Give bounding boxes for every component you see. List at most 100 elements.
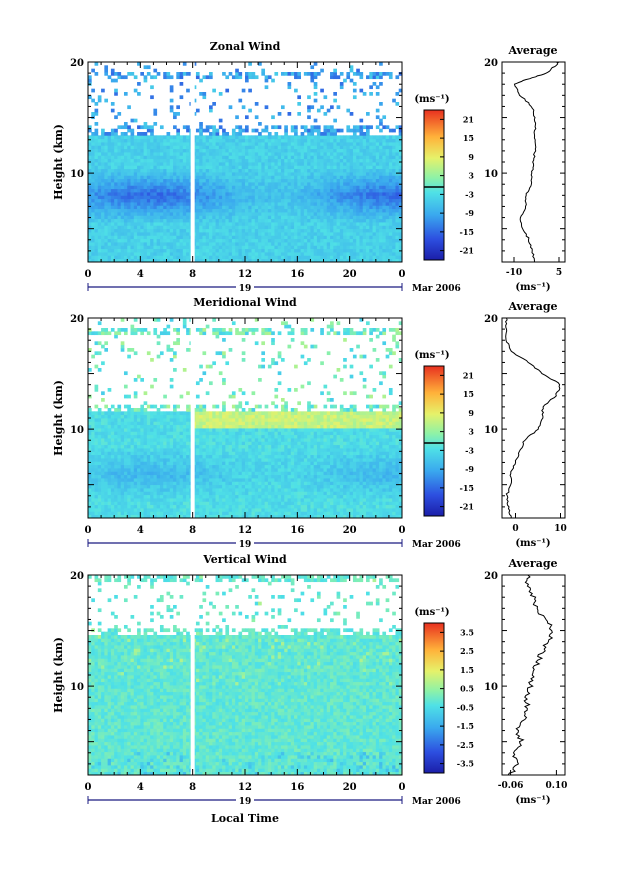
heatmap-cell: [114, 169, 118, 173]
heatmap-cell: [88, 135, 92, 139]
heatmap-cell: [163, 242, 167, 246]
heatmap-cell: [291, 252, 295, 256]
heatmap-cell: [288, 508, 292, 512]
heatmap-cell: [330, 199, 334, 203]
heatmap-cell: [176, 252, 180, 256]
heatmap-cell: [392, 255, 396, 259]
heatmap-cell: [353, 165, 357, 169]
heatmap-cell: [134, 209, 138, 213]
heatmap-cell: [258, 182, 262, 186]
heatmap-cell: [281, 491, 285, 495]
heatmap-cell: [111, 498, 115, 502]
heatmap-cell: [284, 159, 288, 163]
heatmap-cell: [153, 239, 157, 243]
heatmap-cell: [137, 202, 141, 206]
heatmap-cell: [330, 159, 334, 163]
heatmap-cell: [121, 249, 125, 253]
heatmap-cell: [242, 232, 246, 236]
heatmap-cell: [255, 205, 259, 209]
heatmap-cell: [392, 172, 396, 176]
heatmap-cell: [294, 189, 298, 193]
heatmap-cell: [222, 209, 226, 213]
heatmap-cell: [183, 219, 187, 223]
heatmap-cell: [225, 142, 229, 146]
heatmap-cell: [186, 219, 190, 223]
heatmap-cell: [317, 229, 321, 233]
heatmap-cell: [350, 192, 354, 196]
heatmap-cell: [307, 95, 311, 99]
heatmap-cell: [281, 172, 285, 176]
heatmap-cell: [186, 209, 190, 213]
heatmap-cell: [248, 155, 252, 159]
heatmap-cell: [261, 222, 265, 226]
heatmap-cell: [127, 245, 131, 249]
heatmap-cell: [324, 255, 328, 259]
heatmap-cell: [392, 229, 396, 233]
heatmap-cell: [104, 179, 108, 183]
heatmap-cell: [307, 105, 311, 109]
heatmap-cell: [314, 62, 318, 66]
heatmap-cell: [111, 222, 115, 226]
heatmap-cell: [369, 491, 373, 495]
heatmap-cell: [216, 162, 220, 166]
heatmap-cell: [160, 172, 164, 176]
heatmap-cell: [170, 222, 174, 226]
heatmap-cell: [327, 215, 331, 219]
heatmap-cell: [114, 212, 118, 216]
heatmap-cell: [376, 495, 380, 499]
heatmap-cell: [376, 205, 380, 209]
heatmap-cell: [245, 495, 249, 499]
heatmap-cell: [202, 511, 206, 515]
heatmap-cell: [196, 72, 200, 76]
heatmap-cell: [252, 155, 256, 159]
heatmap-cell: [163, 75, 167, 79]
heatmap-cell: [340, 212, 344, 216]
heatmap-cell: [137, 132, 141, 136]
profile-line: [515, 62, 560, 262]
heatmap-cell: [359, 232, 363, 236]
heatmap-cell: [350, 112, 354, 116]
heatmap-cell: [183, 495, 187, 499]
heatmap-cell: [340, 175, 344, 179]
heatmap-cell: [225, 505, 229, 509]
heatmap-cell: [225, 75, 229, 79]
heatmap-cell: [359, 225, 363, 229]
heatmap-cell: [206, 212, 210, 216]
heatmap-cell: [359, 162, 363, 166]
heatmap-cell: [176, 149, 180, 153]
heatmap-cell: [199, 202, 203, 206]
heatmap-cell: [307, 165, 311, 169]
heatmap-cell: [248, 255, 252, 259]
heatmap-cell: [150, 205, 154, 209]
heatmap-cell: [363, 172, 367, 176]
heatmap-cell: [307, 255, 311, 259]
heatmap-cell: [363, 229, 367, 233]
heatmap-cell: [278, 142, 282, 146]
profile-frame: [502, 62, 565, 262]
heatmap-cell: [301, 219, 305, 223]
heatmap-cell: [196, 232, 200, 236]
heatmap-cell: [212, 202, 216, 206]
heatmap-cell: [222, 149, 226, 153]
heatmap-cell: [245, 501, 249, 505]
heatmap-cell: [180, 192, 184, 196]
heatmap-cell: [297, 505, 301, 509]
heatmap-cell: [186, 199, 190, 203]
heatmap-cell: [111, 508, 115, 512]
heatmap-cell: [183, 199, 187, 203]
heatmap-cell: [176, 145, 180, 149]
heatmap-cell: [252, 149, 256, 153]
heatmap-cell: [245, 115, 249, 119]
heatmap-cell: [392, 239, 396, 243]
heatmap-cell: [104, 219, 108, 223]
heatmap-cell: [235, 242, 239, 246]
heatmap-cell: [333, 229, 337, 233]
heatmap-cell: [343, 152, 347, 156]
heatmap-cell: [95, 179, 99, 183]
heatmap-cell: [281, 501, 285, 505]
heatmap-cell: [117, 205, 121, 209]
heatmap-cell: [183, 149, 187, 153]
heatmap-cell: [288, 172, 292, 176]
heatmap-cell: [258, 245, 262, 249]
heatmap-cell: [346, 125, 350, 129]
